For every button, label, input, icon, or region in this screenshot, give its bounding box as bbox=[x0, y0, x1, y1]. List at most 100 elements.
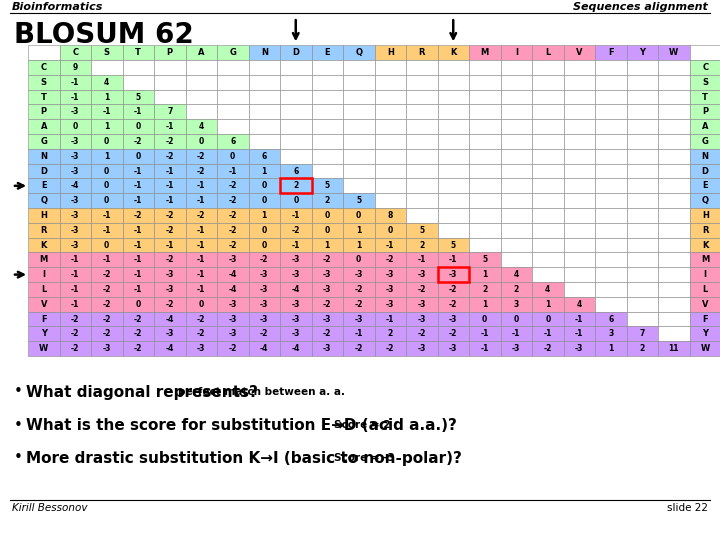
Bar bbox=[374, 104, 406, 119]
Bar bbox=[343, 60, 374, 75]
Text: P: P bbox=[702, 107, 708, 116]
Bar bbox=[658, 252, 690, 267]
Text: -3: -3 bbox=[166, 329, 174, 338]
Text: -3: -3 bbox=[449, 314, 457, 323]
Text: -2: -2 bbox=[323, 255, 331, 264]
Bar bbox=[217, 223, 248, 238]
Bar bbox=[564, 75, 595, 90]
Bar bbox=[248, 312, 280, 326]
Text: What diagonal represents?: What diagonal represents? bbox=[26, 384, 258, 400]
Bar bbox=[406, 297, 438, 312]
Text: 1: 1 bbox=[482, 300, 487, 309]
Bar bbox=[60, 208, 91, 223]
Bar bbox=[658, 341, 690, 356]
Text: -1: -1 bbox=[386, 314, 395, 323]
Bar bbox=[280, 45, 312, 60]
Bar bbox=[532, 326, 564, 341]
Bar bbox=[626, 326, 658, 341]
Bar bbox=[122, 75, 154, 90]
Bar bbox=[28, 297, 60, 312]
Bar bbox=[28, 326, 60, 341]
Text: 0: 0 bbox=[199, 137, 204, 146]
Bar bbox=[280, 164, 312, 178]
Bar bbox=[658, 267, 690, 282]
Text: 1: 1 bbox=[545, 300, 550, 309]
Bar bbox=[154, 90, 186, 104]
Bar bbox=[91, 193, 122, 208]
Bar bbox=[406, 45, 438, 60]
Text: C: C bbox=[72, 48, 78, 57]
Bar bbox=[626, 252, 658, 267]
Bar bbox=[91, 297, 122, 312]
Text: 1: 1 bbox=[356, 226, 361, 235]
Bar bbox=[469, 164, 500, 178]
Text: slide 22: slide 22 bbox=[667, 503, 708, 513]
Bar bbox=[60, 252, 91, 267]
Bar bbox=[186, 193, 217, 208]
Text: -1: -1 bbox=[544, 329, 552, 338]
Bar bbox=[626, 149, 658, 164]
Bar bbox=[500, 45, 532, 60]
Text: -2: -2 bbox=[166, 226, 174, 235]
Bar bbox=[217, 341, 248, 356]
Bar bbox=[122, 238, 154, 252]
Bar bbox=[343, 326, 374, 341]
Text: M: M bbox=[481, 48, 489, 57]
Bar bbox=[343, 149, 374, 164]
Bar bbox=[343, 282, 374, 297]
Bar bbox=[186, 134, 217, 149]
Text: F: F bbox=[608, 48, 613, 57]
Text: 0: 0 bbox=[73, 122, 78, 131]
Bar bbox=[154, 297, 186, 312]
Bar bbox=[28, 104, 60, 119]
Text: -1: -1 bbox=[197, 181, 205, 190]
Text: 2: 2 bbox=[639, 344, 645, 353]
Text: -2: -2 bbox=[71, 344, 79, 353]
Bar bbox=[658, 149, 690, 164]
Text: A: A bbox=[198, 48, 204, 57]
Text: H: H bbox=[40, 211, 48, 220]
Bar bbox=[122, 149, 154, 164]
Text: N: N bbox=[702, 152, 708, 161]
Text: -2: -2 bbox=[449, 285, 457, 294]
Bar bbox=[312, 312, 343, 326]
Bar bbox=[690, 267, 720, 282]
Bar bbox=[500, 326, 532, 341]
Bar bbox=[217, 297, 248, 312]
Text: A: A bbox=[40, 122, 47, 131]
Bar bbox=[595, 90, 626, 104]
Bar bbox=[406, 267, 438, 282]
Bar bbox=[658, 297, 690, 312]
Bar bbox=[658, 60, 690, 75]
Text: Y: Y bbox=[639, 48, 645, 57]
Text: 0: 0 bbox=[261, 196, 267, 205]
Bar bbox=[312, 252, 343, 267]
Bar bbox=[154, 267, 186, 282]
Text: -2: -2 bbox=[449, 329, 457, 338]
Text: -1: -1 bbox=[575, 329, 583, 338]
Text: -3: -3 bbox=[386, 285, 395, 294]
Bar bbox=[312, 178, 343, 193]
Bar bbox=[595, 238, 626, 252]
Bar bbox=[532, 238, 564, 252]
Bar bbox=[406, 75, 438, 90]
Bar bbox=[60, 45, 91, 60]
Bar bbox=[658, 104, 690, 119]
Bar bbox=[248, 282, 280, 297]
Bar bbox=[217, 149, 248, 164]
Bar bbox=[564, 297, 595, 312]
Bar bbox=[438, 326, 469, 341]
Text: -3: -3 bbox=[228, 300, 237, 309]
Bar bbox=[154, 104, 186, 119]
Bar bbox=[28, 60, 60, 75]
Bar bbox=[60, 282, 91, 297]
Bar bbox=[626, 193, 658, 208]
Bar bbox=[60, 238, 91, 252]
Bar bbox=[406, 208, 438, 223]
Text: -1: -1 bbox=[197, 196, 205, 205]
Bar bbox=[312, 60, 343, 75]
Bar bbox=[532, 149, 564, 164]
Bar bbox=[312, 326, 343, 341]
Text: N: N bbox=[261, 48, 268, 57]
Bar bbox=[122, 178, 154, 193]
